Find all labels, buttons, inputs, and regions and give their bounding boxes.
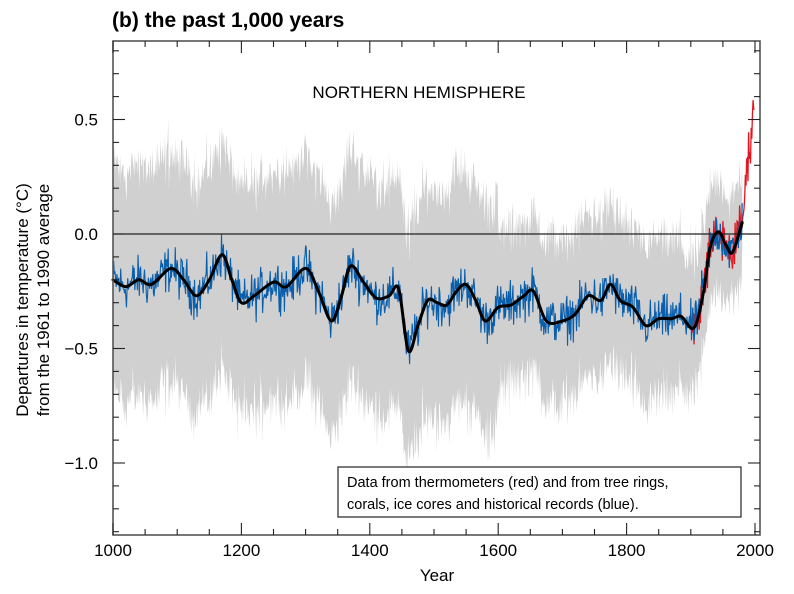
legend-line-2: corals, ice cores and historical records…: [347, 497, 639, 513]
y-tick-label: 0.0: [74, 225, 98, 244]
plot-frame: [112, 40, 761, 536]
region-annotation: NORTHERN HEMISPHERE: [312, 83, 525, 102]
x-tick-label: 1800: [608, 541, 646, 560]
smoothed-series-line: [111, 221, 744, 354]
y-axis-label-line-2: from the 1961 to 1990 average: [34, 184, 53, 417]
uncertainty-band-layer: [113, 116, 743, 476]
x-tick-label: 2000: [736, 541, 774, 560]
x-tick-label: 1400: [351, 541, 389, 560]
proxy-series-layer: [112, 203, 743, 365]
x-tick-label: 1200: [222, 541, 260, 560]
x-axis-tick-labels: 1000 1200 1400 1600 1800 2000: [94, 541, 774, 560]
y-axis-label-line-1: Departures in temperature (°C): [13, 183, 32, 417]
y-tick-label: −0.5: [64, 340, 98, 359]
y-axis-tick-labels: 0.5 0.0 −0.5 −1.0: [64, 111, 98, 474]
y-tick-label: −1.0: [64, 454, 98, 473]
uncertainty-band: [113, 116, 743, 476]
chart-title: (b) the past 1,000 years: [112, 9, 344, 32]
x-tick-label: 1600: [479, 541, 517, 560]
y-axis-ticks: [113, 50, 760, 533]
y-tick-label: 0.5: [74, 111, 98, 130]
legend-frame: [337, 466, 742, 518]
proxy-series-line: [112, 203, 743, 365]
x-axis-label: Year: [420, 566, 455, 585]
y-axis-label: Departures in temperature (°C) from the …: [13, 183, 53, 417]
x-tick-label: 1000: [94, 541, 132, 560]
legend-box: Data from thermometers (red) and from tr…: [337, 466, 742, 518]
x-axis-ticks: [112, 41, 756, 535]
legend-line-1: Data from thermometers (red) and from tr…: [347, 475, 669, 491]
